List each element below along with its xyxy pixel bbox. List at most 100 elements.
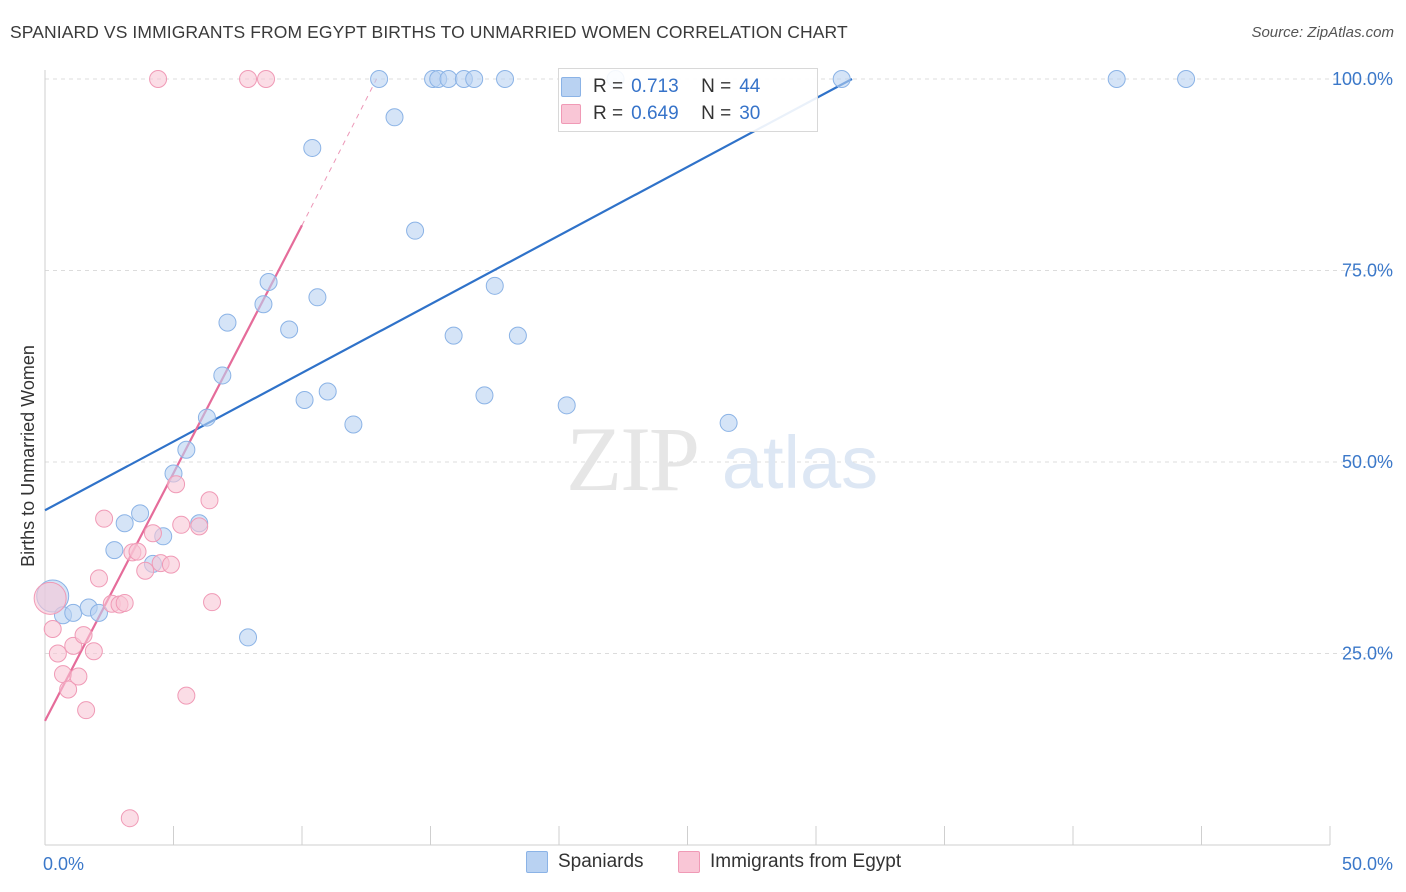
- watermark-atlas: atlas: [722, 421, 878, 504]
- egypt-point: [203, 593, 222, 612]
- spaniards-point: [1177, 70, 1196, 88]
- legend-swatch-egypt: [678, 851, 700, 873]
- spaniards-point: [218, 313, 237, 332]
- spaniards-point: [475, 386, 494, 405]
- spaniards-points: [36, 70, 1196, 647]
- egypt-point: [149, 70, 168, 88]
- spaniards-point: [444, 326, 463, 345]
- egypt-point: [115, 593, 134, 612]
- gridlines: [45, 78, 1392, 654]
- egypt-point: [143, 524, 162, 543]
- egypt-point: [120, 809, 139, 828]
- legend-n-label: N =: [701, 103, 732, 124]
- spaniards-point: [385, 108, 404, 127]
- spaniards-point: [406, 221, 425, 240]
- spaniards-point: [465, 70, 484, 88]
- watermark: ZIP atlas: [566, 408, 878, 510]
- legend-swatch-spaniards: [526, 851, 548, 873]
- axes: [44, 70, 1331, 846]
- egypt-point: [172, 515, 191, 534]
- spaniards-point: [131, 504, 150, 523]
- legend-label-spaniards: Spaniards: [558, 851, 644, 872]
- egypt-point: [239, 70, 258, 88]
- egypt-trend-extension: [301, 78, 377, 226]
- tick-labels: 25.0% 50.0% 75.0% 100.0% 0.0% 50.0%: [43, 69, 1393, 874]
- egypt-point: [43, 619, 62, 638]
- y-tick-label: 25.0%: [1342, 644, 1393, 664]
- y-tick-label: 100.0%: [1332, 69, 1393, 89]
- spaniards-point: [832, 70, 851, 88]
- series-legend: Spaniards Immigrants from Egypt: [0, 851, 1406, 879]
- y-axis-label: Births to Unmarried Women: [18, 345, 38, 567]
- egypt-point: [128, 542, 147, 561]
- egypt-point: [69, 667, 88, 686]
- egypt-point: [257, 70, 276, 88]
- spaniards-point: [370, 70, 389, 88]
- spaniards-point: [344, 415, 363, 434]
- spaniards-point: [280, 320, 299, 339]
- spaniards-point: [89, 603, 108, 622]
- y-tick-label: 50.0%: [1342, 452, 1393, 472]
- legend-swatch-blue: [561, 77, 581, 97]
- spaniards-point: [213, 366, 232, 385]
- egypt-point: [200, 491, 219, 510]
- spaniards-trend-line: [44, 78, 853, 512]
- egypt-point: [161, 555, 180, 574]
- spaniards-point: [1107, 70, 1126, 88]
- egypt-point: [89, 569, 108, 588]
- egypt-point: [84, 642, 103, 661]
- spaniards-point: [508, 326, 527, 345]
- egypt-point: [167, 475, 186, 494]
- spaniards-point: [259, 272, 278, 291]
- spaniards-point: [115, 514, 134, 533]
- spaniards-point: [308, 288, 327, 307]
- legend-r-value: 0.649: [631, 103, 679, 124]
- spaniards-point: [239, 628, 258, 647]
- legend-row-egypt: R = 0.649 N = 30: [561, 102, 761, 126]
- legend-n-value: 44: [739, 76, 761, 97]
- x-tick-label: 0.0%: [43, 854, 84, 874]
- spaniards-point: [719, 413, 738, 432]
- legend-r-label: R =: [593, 103, 624, 124]
- egypt-point: [53, 665, 72, 684]
- spaniards-point: [303, 138, 322, 157]
- egypt-point: [136, 561, 155, 580]
- egypt-point: [190, 517, 209, 536]
- spaniards-point: [439, 70, 458, 88]
- legend-r-value: 0.713: [631, 76, 679, 97]
- egypt-point: [33, 581, 67, 615]
- spaniards-point: [64, 603, 83, 622]
- spaniards-point: [557, 396, 576, 415]
- spaniards-point: [485, 276, 504, 295]
- egypt-points: [33, 70, 276, 828]
- legend-swatch-pink: [561, 104, 581, 124]
- correlation-legend: R = 0.713 N = 44 R = 0.649 N = 30: [558, 68, 818, 132]
- trend-lines: [44, 78, 853, 722]
- egypt-point: [95, 509, 114, 528]
- source-label: Source: ZipAtlas.com: [1251, 24, 1394, 41]
- spaniards-point: [318, 382, 337, 401]
- egypt-point: [74, 626, 93, 645]
- spaniards-point: [496, 70, 515, 88]
- legend-row-spaniards: R = 0.713 N = 44: [561, 75, 761, 99]
- spaniards-point: [105, 541, 124, 560]
- spaniards-point: [295, 390, 314, 409]
- x-tick-label: 50.0%: [1342, 854, 1393, 874]
- y-tick-label: 75.0%: [1342, 261, 1393, 281]
- legend-label-egypt: Immigrants from Egypt: [710, 851, 902, 872]
- egypt-point: [177, 686, 196, 705]
- spaniards-point: [177, 440, 196, 459]
- spaniards-point: [197, 408, 216, 427]
- watermark-zip: ZIP: [566, 408, 698, 510]
- egypt-point: [77, 701, 96, 720]
- legend-r-label: R =: [593, 76, 624, 97]
- legend-n-value: 30: [739, 103, 761, 124]
- legend-n-label: N =: [701, 76, 732, 97]
- spaniards-point: [254, 295, 273, 314]
- legend-item-spaniards[interactable]: Spaniards: [526, 851, 644, 873]
- legend-item-egypt[interactable]: Immigrants from Egypt: [678, 851, 901, 873]
- chart-title: SPANIARD VS IMMIGRANTS FROM EGYPT BIRTHS…: [10, 22, 848, 42]
- egypt-point: [59, 680, 78, 699]
- egypt-point: [48, 644, 67, 663]
